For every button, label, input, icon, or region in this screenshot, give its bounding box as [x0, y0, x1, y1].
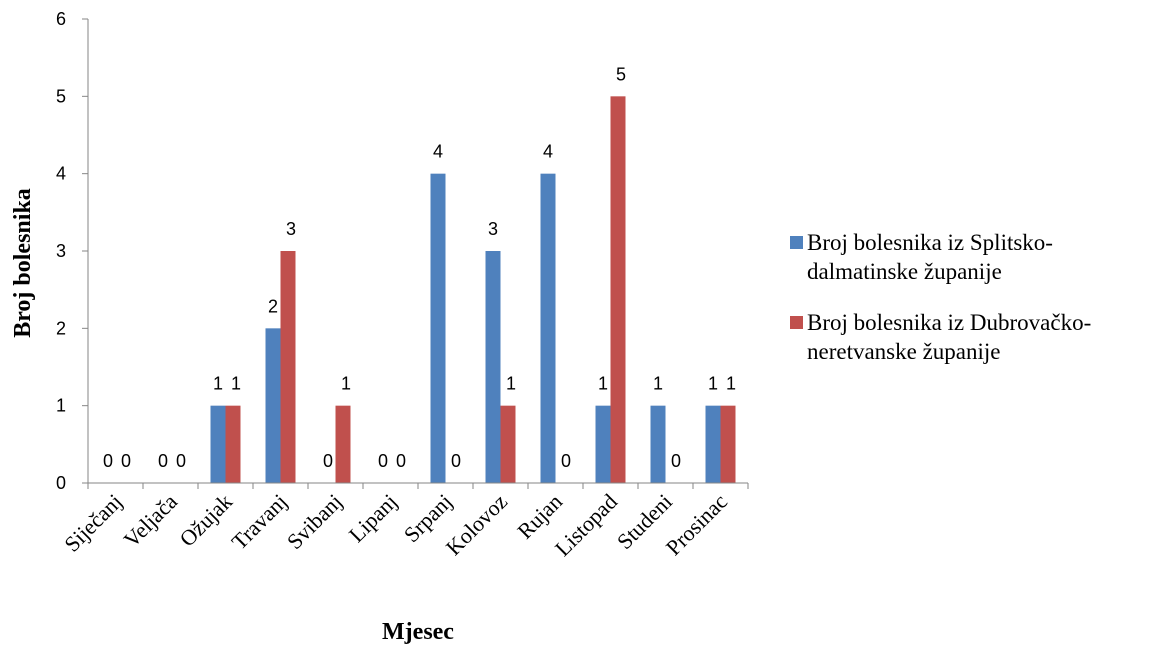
bar-dubrovnik — [610, 96, 626, 483]
x-tick-label: Prosinac — [661, 489, 732, 560]
x-tick-label: Kolovoz — [441, 489, 512, 560]
bar-dubrovnik — [720, 405, 736, 483]
legend-item-dubrovnik: Broj bolesnika iz Dubrovačko-neretvanske… — [790, 308, 1150, 366]
data-label: 0 — [396, 451, 406, 471]
data-label: 1 — [598, 374, 608, 394]
legend-swatch-red — [790, 316, 803, 329]
y-tick-label: 3 — [56, 241, 66, 261]
y-tick-label: 0 — [56, 473, 66, 493]
data-label: 1 — [341, 374, 351, 394]
data-label: 3 — [286, 219, 296, 239]
bar-split — [485, 251, 501, 483]
y-tick-label: 6 — [56, 9, 66, 29]
data-label: 5 — [616, 64, 626, 84]
y-tick-label: 1 — [56, 396, 66, 416]
data-label: 0 — [158, 451, 168, 471]
data-label: 0 — [451, 451, 461, 471]
bar-dubrovnik — [225, 405, 241, 483]
data-label: 4 — [543, 142, 553, 162]
data-label: 0 — [378, 451, 388, 471]
data-label: 0 — [561, 451, 571, 471]
bar-split — [595, 405, 611, 483]
data-label: 1 — [708, 374, 718, 394]
data-label: 0 — [121, 451, 131, 471]
data-label: 0 — [671, 451, 681, 471]
y-tick-label: 2 — [56, 318, 66, 338]
legend-item-split: Broj bolesnika iz Splitsko-dalmatinske ž… — [790, 228, 1150, 286]
bar-split — [265, 328, 281, 483]
bar-dubrovnik — [280, 251, 296, 483]
x-tick-label: Svibanj — [282, 489, 347, 554]
y-tick-label: 4 — [56, 164, 66, 184]
bar-split — [705, 405, 721, 483]
x-axis-title: Mjesec — [382, 619, 454, 645]
bar-dubrovnik — [500, 405, 516, 483]
bar-split — [540, 173, 556, 483]
legend-label-dubrovnik: Broj bolesnika iz Dubrovačko-neretvanske… — [807, 310, 1092, 364]
data-label: 1 — [726, 374, 736, 394]
bar-split — [650, 405, 666, 483]
x-tick-label: Ožujak — [174, 489, 237, 552]
data-label: 4 — [433, 142, 443, 162]
legend-label-split: Broj bolesnika iz Splitsko-dalmatinske ž… — [807, 230, 1053, 284]
data-label: 0 — [176, 451, 186, 471]
bar-split — [430, 173, 446, 483]
bar-dubrovnik — [335, 405, 351, 483]
x-axis-category-labels: SiječanjVeljačaOžujakTravanjSvibanjLipan… — [59, 483, 749, 561]
y-axis-title: Broj bolesnika — [10, 188, 36, 338]
bar-split — [210, 405, 226, 483]
y-axis-ticks: 0 1 2 3 4 5 6 — [56, 9, 88, 493]
data-label: 1 — [213, 374, 223, 394]
legend: Broj bolesnika iz Splitsko-dalmatinske ž… — [790, 228, 1150, 388]
data-label: 3 — [488, 219, 498, 239]
legend-swatch-blue — [790, 236, 803, 249]
x-tick-label: Veljača — [119, 489, 183, 553]
x-tick-label: Listopad — [550, 489, 622, 561]
x-tick-label: Travanj — [227, 489, 293, 555]
y-tick-label: 5 — [56, 86, 66, 106]
data-label: 2 — [268, 296, 278, 316]
data-label: 0 — [323, 451, 333, 471]
data-label: 1 — [506, 374, 516, 394]
x-tick-label: Lipanj — [344, 489, 402, 547]
data-label: 0 — [103, 451, 113, 471]
x-tick-label: Siječanj — [59, 489, 127, 557]
bars — [210, 96, 736, 483]
data-label: 1 — [231, 374, 241, 394]
data-label: 1 — [653, 374, 663, 394]
